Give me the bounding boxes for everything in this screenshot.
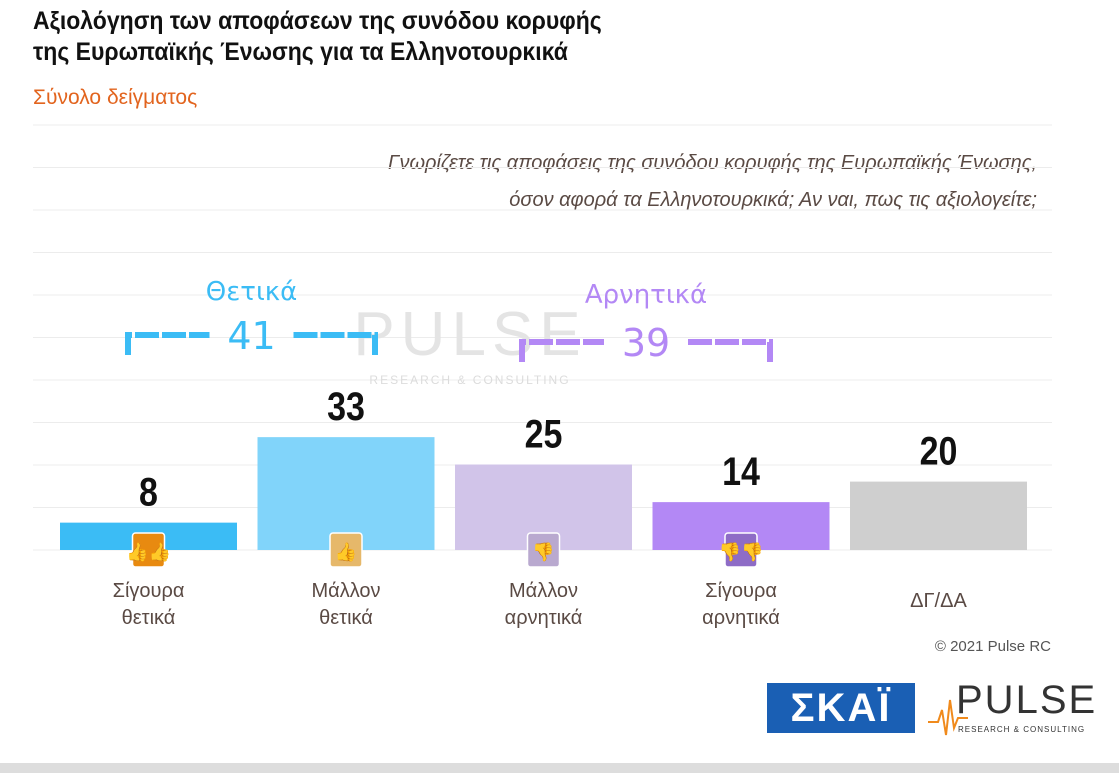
skai-logo: ΣΚΑΪ: [767, 683, 915, 733]
question-line: όσον αφορά τα Ελληνοτουρκικά; Αν ναι, πω…: [509, 189, 1037, 211]
bar: [850, 481, 1027, 550]
question-line: Γνωρίζετε τις αποφάσεις της συνόδου κορυ…: [388, 152, 1037, 174]
bottom-bar: [0, 763, 1119, 773]
group-total: 39: [622, 321, 670, 365]
data-label: 8: [139, 469, 158, 514]
pulse-watermark: PULSE: [353, 300, 586, 369]
group-bracket: [519, 339, 773, 362]
category-label: Σίγουρα: [113, 580, 185, 602]
thumbs-down-icon: [526, 532, 561, 568]
double-thumbs-down-icon: [724, 532, 758, 568]
double-thumbs-down-icon-glyph: 👎👎: [719, 542, 764, 562]
watermark-subtext: RESEARCH & CONSULTING: [369, 373, 570, 387]
chart-subtitle: Σύνολο δείγματος: [33, 86, 198, 109]
thumbs-up-icon-glyph: 👍: [335, 541, 357, 562]
question-text: Γνωρίζετε τις αποφάσεις της συνόδου κορυ…: [388, 145, 1037, 219]
group-total: 41: [227, 314, 275, 358]
category-label: Μάλλον: [311, 580, 380, 602]
category-label: Σίγουρα: [705, 580, 777, 602]
double-thumbs-up-icon-glyph: 👍👍: [126, 541, 171, 562]
category-label: αρνητικά: [505, 607, 583, 629]
data-label: 33: [327, 384, 365, 429]
chart-title: Αξιολόγηση των αποφάσεων της συνόδου κορ…: [33, 6, 602, 68]
category-label: αρνητικά: [702, 607, 780, 629]
category-label: θετικά: [122, 607, 176, 629]
data-label: 25: [525, 411, 563, 456]
category-label: θετικά: [319, 607, 373, 629]
group-bracket: [125, 332, 378, 355]
pulse-logo: PULSE RESEARCH & CONSULTING: [928, 678, 1098, 740]
group-label: Θετικά: [206, 277, 297, 307]
copyright: © 2021 Pulse RC: [934, 638, 1051, 655]
title-line: της Ευρωπαϊκής Ένωσης για τα Ελληνοτουρκ…: [33, 38, 568, 66]
group-label: Αρνητικά: [585, 280, 707, 310]
data-label: 14: [722, 448, 760, 493]
category-label: ΔΓ/ΔΑ: [910, 590, 967, 612]
category-label: Μάλλον: [509, 580, 578, 602]
title-line: Αξιολόγηση των αποφάσεων της συνόδου κορ…: [33, 7, 602, 35]
thumbs-down-icon-glyph: 👎: [532, 542, 554, 562]
pulse-wave-icon: [928, 699, 968, 736]
bar: [257, 437, 435, 550]
thumbs-up-icon: [329, 532, 363, 568]
double-thumbs-up-icon: [131, 532, 166, 568]
data-label: 20: [920, 428, 958, 473]
